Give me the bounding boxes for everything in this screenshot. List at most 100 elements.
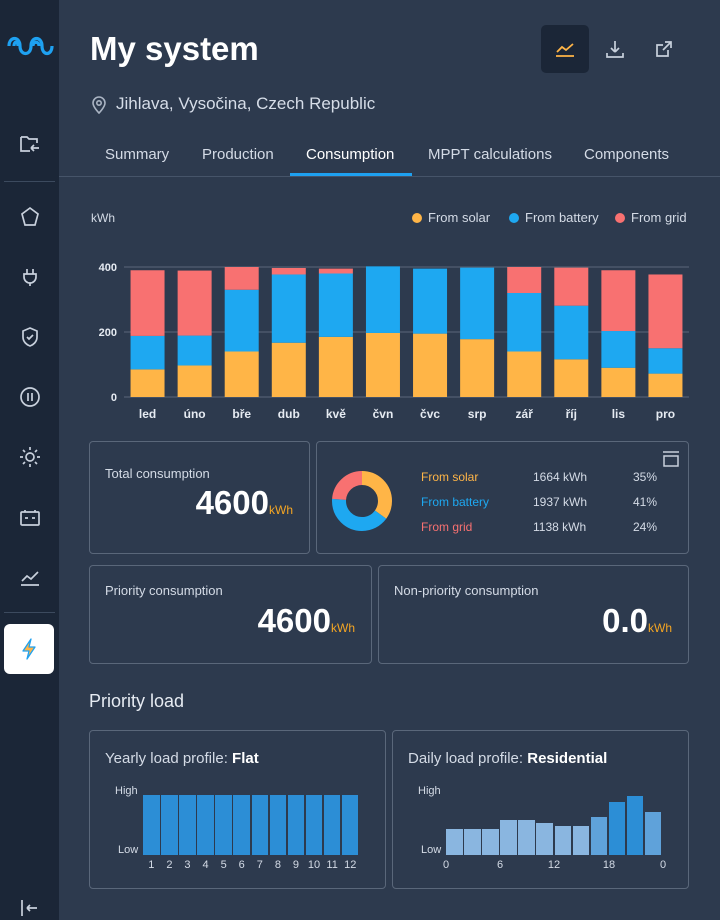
x-tick-label: čvn — [373, 407, 394, 421]
bar-segment[interactable] — [271, 274, 306, 343]
bar-segment[interactable] — [177, 335, 212, 366]
bar-segment[interactable] — [554, 267, 589, 306]
profile-tick-label: 0 — [659, 859, 667, 871]
bar-segment[interactable] — [460, 267, 495, 340]
pause-icon[interactable] — [0, 377, 59, 417]
profile-bar — [590, 816, 608, 855]
profile-bar — [143, 795, 160, 855]
bar-segment[interactable] — [318, 336, 353, 397]
bar-segment[interactable] — [601, 270, 636, 332]
x-tick-label: říj — [566, 407, 577, 421]
yearly-profile-label: Yearly load profile: — [105, 750, 233, 767]
chart-icon — [556, 43, 574, 57]
x-tick-label: úno — [184, 407, 206, 421]
bar-segment[interactable] — [177, 270, 212, 336]
bar-segment[interactable] — [365, 266, 400, 333]
bar-segment[interactable] — [413, 268, 448, 334]
source-solar-kwh: 1664 kWh — [533, 470, 588, 484]
download-button[interactable] — [591, 25, 639, 73]
logout-icon[interactable] — [0, 896, 59, 920]
tab-production[interactable]: Production — [202, 146, 274, 163]
priority-consumption-label: Priority consumption — [105, 583, 223, 598]
donut-slice — [332, 471, 392, 531]
y-tick-label: 200 — [99, 327, 117, 339]
x-tick-label: dub — [278, 407, 300, 421]
bar-segment[interactable] — [648, 348, 683, 374]
bar-segment[interactable] — [224, 267, 259, 290]
bar-segment[interactable] — [177, 365, 212, 397]
x-tick-label: kvě — [326, 407, 346, 421]
chart-view-button[interactable] — [541, 25, 589, 73]
daily-profile-title: Daily load profile: Residential — [408, 750, 607, 767]
profile-tick-label: 2 — [166, 859, 173, 871]
location-pin-icon — [92, 96, 106, 114]
nonpriority-consumption-label: Non-priority consumption — [394, 583, 539, 598]
bar-segment[interactable] — [648, 274, 683, 349]
bar-segment[interactable] — [601, 331, 636, 368]
bar-segment[interactable] — [554, 305, 589, 360]
bar-segment[interactable] — [507, 293, 542, 352]
battery-icon[interactable] — [0, 497, 59, 537]
bar-segment[interactable] — [507, 351, 542, 398]
profile-bar — [215, 795, 232, 855]
profile-tick-label: 9 — [292, 859, 300, 871]
nonpriority-consumption-card: Non-priority consumption 0.0kWh — [378, 565, 689, 664]
profile-bar — [251, 795, 269, 855]
legend-solar-swatch — [412, 212, 422, 223]
legend-grid-label: From grid — [631, 210, 687, 225]
plug-icon[interactable] — [0, 257, 59, 297]
share-button[interactable] — [640, 25, 688, 73]
profile-bar — [608, 801, 626, 855]
bar-segment[interactable] — [507, 267, 542, 293]
main-content: My system Jihlava, Vysočina, Czech Repub… — [59, 0, 720, 920]
bar-segment[interactable] — [318, 268, 353, 274]
x-tick-label: srp — [468, 407, 487, 421]
tab-summary[interactable]: Summary — [105, 146, 170, 163]
collapse-icon[interactable] — [661, 449, 681, 469]
bar-segment[interactable] — [271, 342, 306, 397]
tab-consumption[interactable]: Consumption — [306, 146, 395, 163]
bar-segment[interactable] — [554, 359, 589, 397]
brand-logo[interactable] — [0, 26, 59, 66]
priority-consumption-value: 4600kWh — [258, 602, 355, 640]
profile-tick-label: 0 — [442, 859, 450, 871]
bar-segment[interactable] — [365, 332, 400, 397]
tab-bar: Summary Production Consumption MPPT calc… — [59, 136, 720, 177]
location: Jihlava, Vysočina, Czech Republic — [90, 94, 375, 114]
profile-bar — [305, 795, 323, 855]
consumption-nav-item[interactable] — [4, 624, 54, 674]
daily-low-label: Low — [421, 844, 442, 856]
sun-icon[interactable] — [0, 437, 59, 477]
profile-tick-label: 6 — [496, 859, 504, 871]
bar-segment[interactable] — [460, 339, 495, 397]
profile-bar — [287, 795, 305, 855]
pentagon-icon[interactable] — [0, 197, 59, 237]
profile-bar — [446, 828, 463, 855]
bar-segment[interactable] — [224, 351, 259, 398]
daily-load-profile-card[interactable]: Daily load profile: Residential High Low… — [392, 730, 689, 889]
total-consumption-value: 4600kWh — [196, 484, 293, 522]
nonpriority-value-number: 0.0 — [602, 602, 648, 639]
bar-segment[interactable] — [224, 289, 259, 352]
tab-components[interactable]: Components — [584, 146, 670, 163]
bar-segment[interactable] — [413, 333, 448, 397]
profile-bar — [626, 796, 644, 855]
legend-solar: From solar — [412, 210, 490, 225]
profile-tick-label: 6 — [238, 859, 245, 871]
bar-segment[interactable] — [130, 369, 165, 397]
bar-segment[interactable] — [601, 367, 636, 397]
bar-segment[interactable] — [130, 335, 165, 370]
location-text: Jihlava, Vysočina, Czech Republic — [116, 94, 376, 113]
bar-segment[interactable] — [271, 267, 306, 275]
shield-icon[interactable] — [0, 317, 59, 357]
bar-segment[interactable] — [648, 373, 683, 397]
tab-mppt-calculations[interactable]: MPPT calculations — [428, 146, 552, 163]
profile-bar — [572, 825, 590, 855]
profile-bar — [536, 823, 553, 855]
projects-icon[interactable] — [0, 124, 59, 164]
bar-segment[interactable] — [130, 270, 165, 336]
bar-segment[interactable] — [318, 273, 353, 337]
profile-tick-label: 4 — [202, 859, 209, 871]
graph-icon[interactable] — [0, 557, 59, 597]
